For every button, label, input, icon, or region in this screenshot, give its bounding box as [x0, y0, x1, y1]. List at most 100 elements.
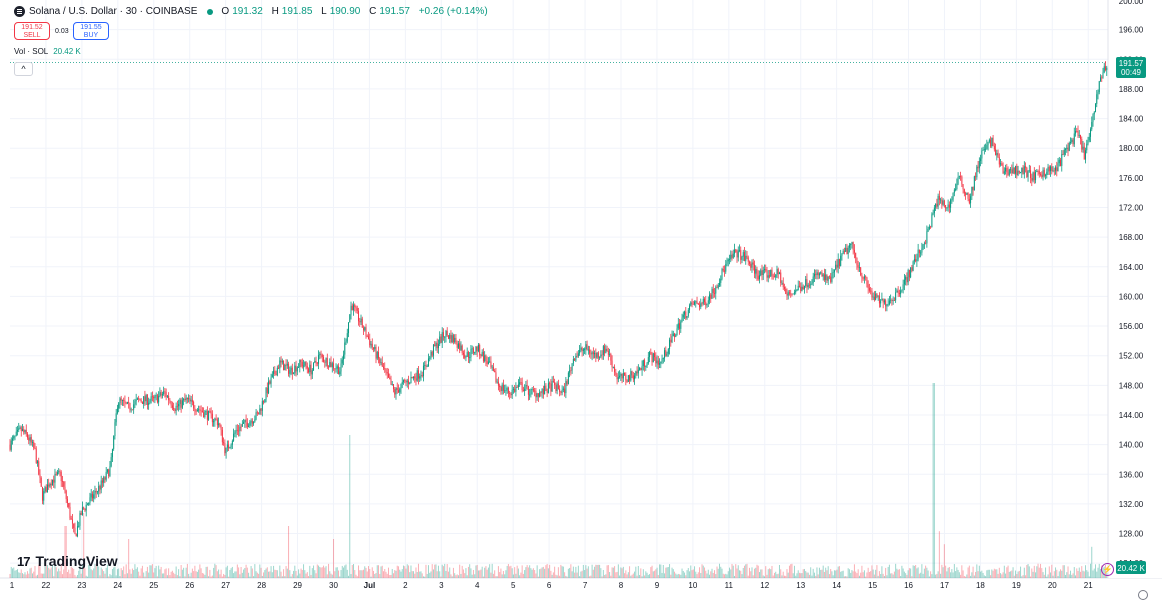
- volume-bar: [28, 573, 30, 578]
- candle-body: [96, 491, 98, 493]
- candle-body: [1035, 172, 1037, 181]
- volume-bar: [900, 575, 902, 578]
- volume-bar: [551, 574, 553, 578]
- volume-bar: [615, 572, 617, 578]
- volume-bar: [569, 567, 571, 578]
- price-tick: 140.00: [1119, 441, 1144, 450]
- volume-bar: [24, 572, 26, 578]
- candle-body: [811, 282, 813, 285]
- price-axis[interactable]: 200.00124.00128.00132.00136.00140.00144.…: [1107, 0, 1162, 578]
- candle-body: [1022, 167, 1024, 175]
- volume-bar: [129, 569, 131, 578]
- candle-body: [659, 363, 661, 365]
- lightning-icon[interactable]: ⚡: [1101, 563, 1114, 576]
- candle-body: [271, 374, 273, 378]
- candle-body: [730, 254, 732, 260]
- volume-bar: [776, 574, 778, 578]
- candle-body: [696, 301, 698, 304]
- time-tick: 23: [77, 581, 86, 590]
- volume-bar: [741, 574, 743, 578]
- candle-body: [660, 361, 662, 364]
- volume-bar: [169, 575, 171, 578]
- sell-button[interactable]: 191.52 SELL: [14, 22, 50, 40]
- candle-body: [472, 348, 474, 354]
- buy-button[interactable]: 191.55 BUY: [73, 22, 109, 40]
- candle-body: [53, 479, 55, 483]
- volume-bar: [992, 570, 994, 578]
- volume-bar: [38, 564, 40, 578]
- candle-body: [341, 359, 343, 364]
- volume-bar: [937, 571, 939, 578]
- candle-body: [467, 352, 469, 358]
- candle-body: [485, 355, 487, 361]
- low-value: 190.90: [329, 6, 361, 17]
- candle-body: [992, 137, 994, 147]
- volume-bar: [1005, 573, 1007, 578]
- volume-bar: [758, 572, 760, 578]
- candle-body: [581, 347, 583, 352]
- volume-bar: [925, 565, 927, 578]
- candle-body: [706, 303, 708, 306]
- candle-body: [752, 262, 754, 265]
- volume-bar: [384, 568, 386, 578]
- volume-bar: [923, 568, 925, 578]
- candle-body: [69, 506, 71, 519]
- candle-body: [607, 350, 609, 355]
- volume-bar: [897, 569, 899, 578]
- candle-body: [235, 429, 237, 433]
- candle-body: [537, 393, 539, 397]
- candle-body: [128, 402, 130, 403]
- candle-body: [691, 302, 693, 304]
- price-tick: 132.00: [1119, 500, 1144, 509]
- candle-body: [131, 409, 133, 411]
- volume-bar: [311, 568, 313, 578]
- volume-bar: [261, 575, 263, 578]
- candle-body: [395, 388, 397, 395]
- candle-body: [1065, 148, 1067, 150]
- candle-body: [356, 308, 358, 311]
- volume-bar: [926, 567, 928, 578]
- volume-bar: [605, 574, 607, 578]
- volume-bar: [1065, 574, 1067, 578]
- chevron-up-icon[interactable]: ^: [14, 62, 33, 76]
- volume-bar: [39, 564, 41, 578]
- candle-body: [1068, 142, 1070, 151]
- volume-bar: [467, 566, 469, 578]
- candle-body: [295, 365, 297, 372]
- candle-body: [318, 355, 320, 364]
- volume-bar: [956, 567, 958, 578]
- candle-body: [624, 372, 626, 375]
- volume-bar: [549, 564, 551, 578]
- candle-body: [261, 401, 263, 411]
- symbol-title[interactable]: Solana / U.S. Dollar · 30 · COINBASE: [29, 6, 198, 17]
- volume-bar: [636, 575, 638, 578]
- candle-body: [746, 255, 748, 258]
- volume-bar: [793, 565, 795, 578]
- volume-bar: [982, 572, 984, 578]
- candle-body: [1008, 169, 1010, 175]
- candle-body: [1061, 154, 1063, 166]
- volume-bar: [90, 569, 92, 578]
- candle-body: [986, 145, 988, 149]
- volume-bar: [205, 566, 207, 578]
- volume-bar: [542, 566, 544, 578]
- candle-body: [203, 412, 205, 418]
- volume-bar: [1032, 571, 1034, 578]
- time-axis[interactable]: 1 22 23 24 25 26 27 28 29 30 Jul 2 3 4 5 6 7 8 9 10 11 12 13 14…: [10, 581, 1093, 590]
- volume-bar: [807, 572, 809, 578]
- volume-bar: [717, 568, 719, 578]
- candle-body: [365, 327, 367, 337]
- candle-body: [461, 345, 463, 353]
- candle-body: [552, 381, 554, 383]
- candle-body: [991, 137, 993, 147]
- candle-body: [557, 383, 559, 389]
- volume-bar: [705, 570, 707, 578]
- gear-icon[interactable]: [1138, 590, 1148, 600]
- candle-body: [953, 189, 955, 193]
- volume-bar: [611, 567, 613, 578]
- candle-body: [1017, 170, 1019, 176]
- volume-bar: [1098, 563, 1100, 578]
- candle-body: [141, 401, 143, 405]
- candle-body: [797, 285, 799, 291]
